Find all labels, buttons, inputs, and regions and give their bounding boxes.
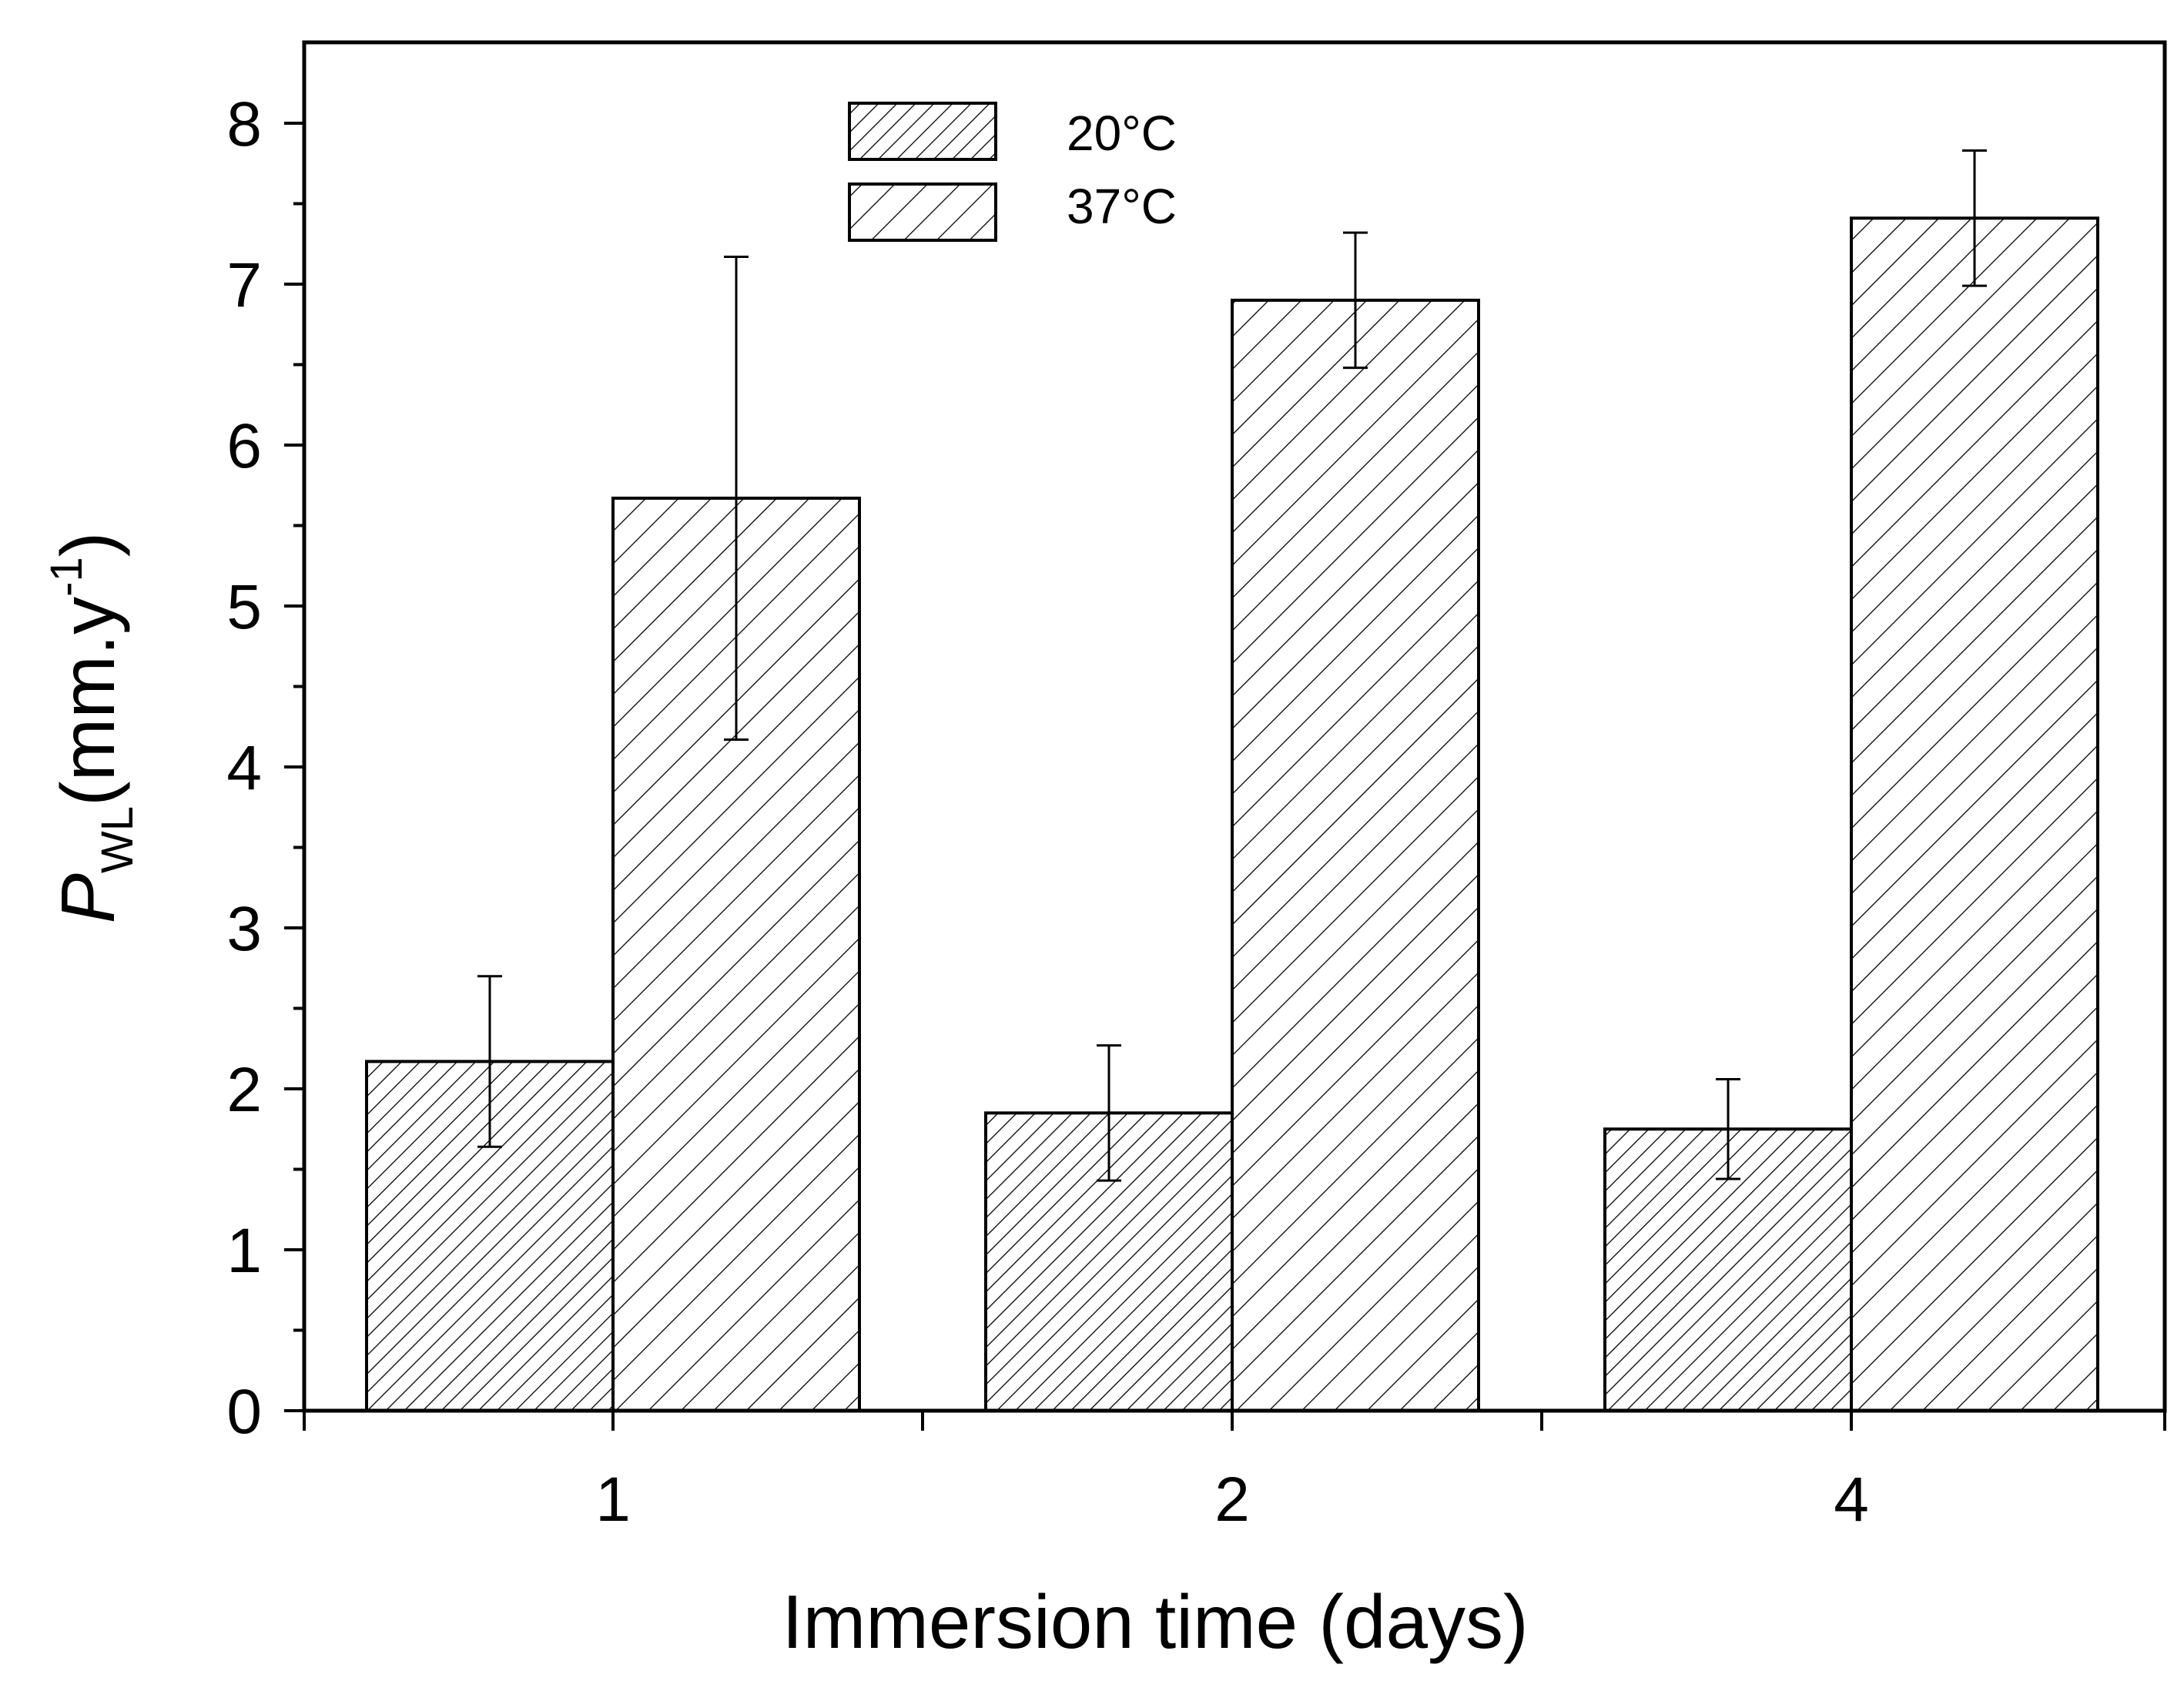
y-tick-label-0: 0 bbox=[226, 1377, 262, 1447]
legend-swatch-37c bbox=[848, 182, 997, 242]
y-tick-label-1: 1 bbox=[226, 1216, 262, 1286]
error-bar-37c-day-1 bbox=[724, 255, 749, 741]
y-axis-title-unit-end: ) bbox=[45, 532, 130, 558]
y-axis-title-subscript: WL bbox=[92, 806, 142, 873]
y-tick-label-7: 7 bbox=[226, 250, 262, 320]
y-axis-title-main: P bbox=[45, 873, 130, 923]
y-axis-title: PWL(mm.y-1) bbox=[42, 532, 142, 924]
y-axis-title-unit: (mm.y bbox=[45, 597, 130, 806]
error-bar-37c-day-2 bbox=[1343, 231, 1368, 370]
x-tick-label-1: 1 bbox=[595, 1465, 631, 1535]
y-tick-label-5: 5 bbox=[226, 572, 262, 642]
y-tick-label-4: 4 bbox=[226, 733, 262, 803]
x-tick-label-2: 2 bbox=[1214, 1465, 1250, 1535]
legend-swatch-20c bbox=[848, 102, 997, 161]
error-bar-20c-day-4 bbox=[1716, 1077, 1740, 1180]
bar-37c-day-4 bbox=[1850, 216, 2099, 1412]
x-tick-label-4: 4 bbox=[1834, 1465, 1869, 1535]
y-tick-label-6: 6 bbox=[226, 411, 262, 481]
bar-37c-day-2 bbox=[1231, 298, 1480, 1412]
legend-label-37c: 37°C bbox=[1067, 179, 1177, 234]
y-axis-title-superscript: -1 bbox=[42, 557, 92, 597]
error-bar-37c-day-4 bbox=[1962, 149, 1987, 287]
x-axis-title: Immersion time (days) bbox=[782, 1579, 1528, 1664]
y-tick-label-8: 8 bbox=[226, 89, 262, 159]
legend: 20°C 37°C bbox=[848, 102, 1177, 242]
legend-label-20c: 20°C bbox=[1067, 105, 1177, 161]
error-bar-20c-day-1 bbox=[477, 975, 502, 1148]
y-tick-label-3: 3 bbox=[226, 894, 262, 964]
y-tick-label-2: 2 bbox=[226, 1055, 262, 1125]
error-bar-20c-day-2 bbox=[1097, 1044, 1121, 1182]
